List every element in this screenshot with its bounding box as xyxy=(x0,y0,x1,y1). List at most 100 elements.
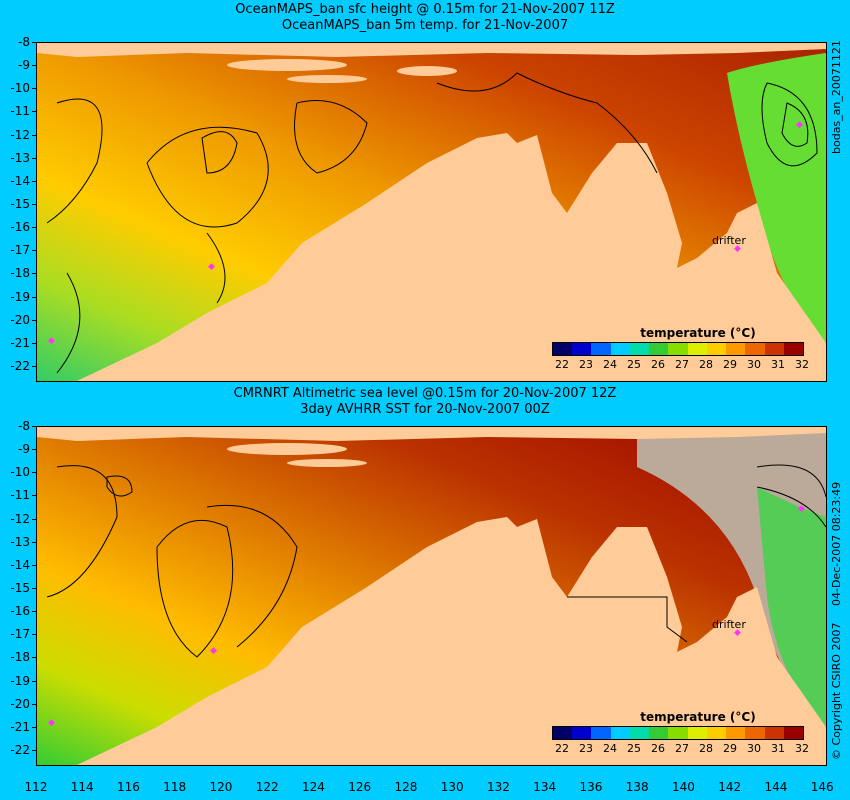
island xyxy=(397,66,457,76)
latitude-tick-label: -22 xyxy=(0,744,36,756)
colorbar-swatch xyxy=(572,727,592,739)
latitude-tick-label: -17 xyxy=(0,628,36,640)
latitude-tick-label: -20 xyxy=(0,314,36,326)
longitude-tick-label: 130 xyxy=(440,780,464,794)
colorbar-swatch xyxy=(783,727,804,739)
sea-height-contours xyxy=(46,72,818,374)
colorbar-swatch xyxy=(745,727,765,739)
panel1-title-line1: OceanMAPS_ban sfc height @ 0.15m for 21-… xyxy=(235,2,615,17)
colorbar-swatch xyxy=(572,343,592,355)
latitude-tick-label: -22 xyxy=(0,360,36,372)
colorbar-swatch xyxy=(591,343,611,355)
colorbar-tick-label: 30 xyxy=(747,742,761,755)
colorbar-swatch xyxy=(726,727,746,739)
panel2-title-line2: 3day AVHRR SST for 20-Nov-2007 00Z xyxy=(300,402,550,417)
latitude-tick-label: -21 xyxy=(0,721,36,733)
map-2-svg xyxy=(37,427,826,765)
drifter-marker: ◆ xyxy=(48,718,55,728)
colorbar-swatch xyxy=(610,343,630,355)
longitude-tick-label: 116 xyxy=(117,780,140,794)
colorbar-swatch xyxy=(706,343,727,355)
east-sea-field xyxy=(727,53,826,343)
colorbar-swatch xyxy=(668,343,688,355)
drifter-marker: ◆ xyxy=(208,262,215,272)
colorbar-tick-label: 31 xyxy=(771,742,785,755)
generated-date-label: 04-Dec-2007 08:23:49 xyxy=(830,481,843,606)
longitude-tick-label: 140 xyxy=(671,780,695,794)
longitude-tick-label: 134 xyxy=(533,780,557,794)
latitude-tick-label: -13 xyxy=(0,536,36,548)
latitude-tick-label: -17 xyxy=(0,244,36,256)
drifter-marker: ◆ xyxy=(796,120,803,130)
colorbar-gradient xyxy=(552,726,804,740)
latitude-tick-label: -13 xyxy=(0,152,36,164)
colorbar-swatch xyxy=(649,343,669,355)
latitude-tick-label: -21 xyxy=(0,337,36,349)
latitude-tick-label: -14 xyxy=(0,175,36,187)
colorbar-swatch xyxy=(553,727,573,739)
colorbar-tick-label: 25 xyxy=(627,358,641,371)
latitude-tick-label: -12 xyxy=(0,129,36,141)
longitude-tick-label: 138 xyxy=(625,780,649,794)
colorbar-swatch xyxy=(553,343,573,355)
longitude-tick-label: 132 xyxy=(486,780,510,794)
colorbar-tick-label: 22 xyxy=(555,358,569,371)
latitude-tick-label: -18 xyxy=(0,267,36,279)
island xyxy=(287,459,367,467)
latitude-axis-bottom: -8 -9 -10 -11 -12 -13 -14 -15 -16 -17 -18 -19 -20 -21… xyxy=(0,420,36,764)
colorbar-swatch xyxy=(591,727,611,739)
north-land xyxy=(37,43,826,57)
east-sea-field xyxy=(757,487,826,727)
colorbar-swatch xyxy=(706,727,727,739)
longitude-tick-label: 126 xyxy=(348,780,372,794)
latitude-tick-label: -14 xyxy=(0,559,36,571)
colorbar-swatch xyxy=(668,727,688,739)
colorbar-bottom: temperature (°C) 22 23 24 25 26 27 28 29 30 31 32 xyxy=(552,710,809,755)
colorbar-tick-label: 31 xyxy=(771,358,785,371)
longitude-tick-label: 114 xyxy=(70,780,94,794)
panel2-title-line1: CMRNRT Altimetric sea level @0.15m for 2… xyxy=(233,386,617,401)
colorbar-tick-label: 25 xyxy=(627,742,641,755)
colorbar-tick-label: 22 xyxy=(555,742,569,755)
latitude-tick-label: -20 xyxy=(0,698,36,710)
latitude-tick-label: -8 xyxy=(0,420,36,432)
longitude-tick-label: 122 xyxy=(255,780,279,794)
colorbar-swatch xyxy=(610,727,630,739)
colorbar-tick-label: 29 xyxy=(723,742,737,755)
longitude-tick-label: 120 xyxy=(209,780,233,794)
colorbar-tick-label: 29 xyxy=(723,358,737,371)
colorbar-tick-label: 32 xyxy=(795,742,809,755)
run-id-label: bodas_an_20071121 xyxy=(830,40,843,154)
colorbar-labels: 22 23 24 25 26 27 28 29 30 31 32 xyxy=(552,356,809,371)
colorbar-title: temperature (°C) xyxy=(640,326,756,340)
satellite-sst-map xyxy=(36,426,827,766)
colorbar-tick-label: 26 xyxy=(651,742,665,755)
colorbar-top: temperature (°C) 22 23 24 25 26 27 28 29 30 31 32 xyxy=(552,326,809,371)
colorbar-tick-label: 26 xyxy=(651,358,665,371)
longitude-tick-label: 124 xyxy=(302,780,325,794)
colorbar-swatch xyxy=(629,727,650,739)
australia-land xyxy=(77,517,826,765)
latitude-tick-label: -8 xyxy=(0,36,36,48)
latitude-tick-label: -15 xyxy=(0,198,36,210)
colorbar-tick-label: 27 xyxy=(675,358,689,371)
colorbar-tick-label: 32 xyxy=(795,358,809,371)
colorbar-title: temperature (°C) xyxy=(640,710,756,724)
latitude-tick-label: -9 xyxy=(0,59,36,71)
island xyxy=(227,59,347,71)
colorbar-swatch xyxy=(649,727,669,739)
latitude-tick-label: -9 xyxy=(0,443,36,455)
colorbar-tick-label: 24 xyxy=(603,742,617,755)
colorbar-swatch xyxy=(726,343,746,355)
drifter-marker: ◆ xyxy=(734,244,741,254)
drifter-marker: ◆ xyxy=(734,628,741,638)
colorbar-swatch xyxy=(687,343,707,355)
colorbar-swatch xyxy=(764,343,784,355)
colorbar-swatch xyxy=(745,343,765,355)
colorbar-tick-label: 23 xyxy=(579,742,593,755)
longitude-tick-label: 142 xyxy=(718,780,742,794)
north-land xyxy=(37,427,826,441)
colorbar-swatch xyxy=(629,343,650,355)
latitude-tick-label: -12 xyxy=(0,513,36,525)
longitude-tick-label: 136 xyxy=(579,780,603,794)
